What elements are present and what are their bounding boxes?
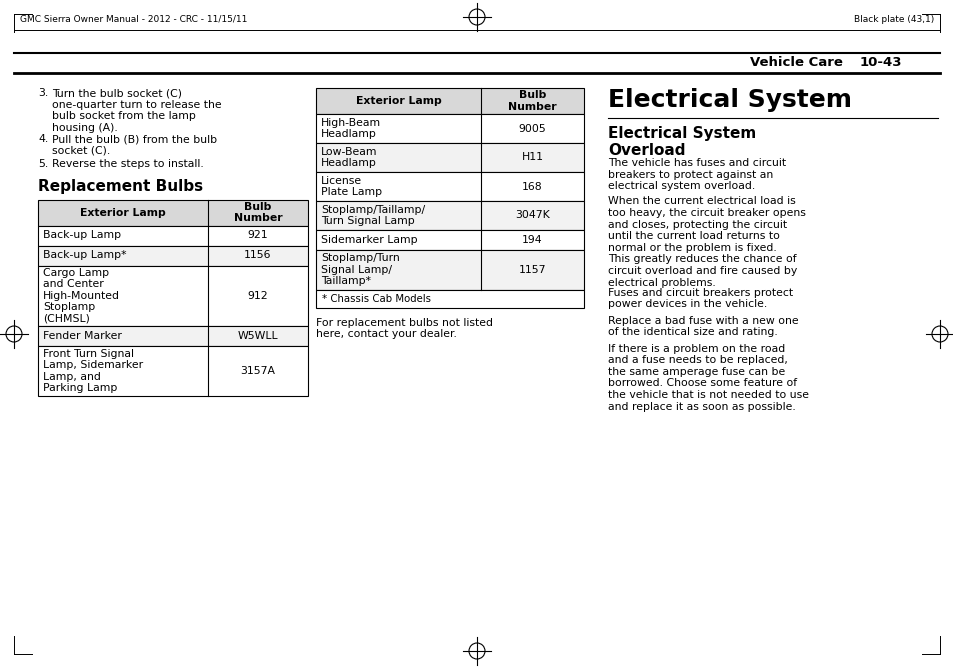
Text: High-Beam
Headlamp: High-Beam Headlamp	[320, 118, 381, 140]
Text: Back-up Lamp: Back-up Lamp	[43, 230, 121, 240]
Text: 912: 912	[248, 291, 268, 301]
Text: Pull the bulb (B) from the bulb
socket (C).: Pull the bulb (B) from the bulb socket (…	[52, 134, 217, 156]
Bar	[38, 265, 308, 326]
Text: Electrical System
Overload: Electrical System Overload	[607, 126, 756, 158]
Text: Sidemarker Lamp: Sidemarker Lamp	[320, 235, 417, 245]
Bar	[38, 246, 308, 265]
Text: Low-Beam
Headlamp: Low-Beam Headlamp	[320, 147, 377, 168]
Text: 9005: 9005	[518, 124, 546, 134]
Text: W5WLL: W5WLL	[237, 331, 278, 341]
Bar	[38, 326, 308, 346]
Text: When the current electrical load is
too heavy, the circuit breaker opens
and clo: When the current electrical load is too …	[607, 196, 805, 288]
Text: Electrical System: Electrical System	[607, 88, 851, 112]
Text: H11: H11	[521, 152, 543, 162]
Text: 3047K: 3047K	[515, 210, 549, 220]
Text: Reverse the steps to install.: Reverse the steps to install.	[52, 159, 204, 169]
Text: Bulb
Number: Bulb Number	[508, 90, 557, 112]
Text: Cargo Lamp
and Center
High-Mounted
Stoplamp
(CHMSL): Cargo Lamp and Center High-Mounted Stopl…	[43, 268, 120, 324]
Bar	[315, 289, 583, 307]
Text: 1156: 1156	[244, 250, 272, 261]
Text: For replacement bulbs not listed
here, contact your dealer.: For replacement bulbs not listed here, c…	[315, 317, 493, 339]
Text: Fuses and circuit breakers protect
power devices in the vehicle.: Fuses and circuit breakers protect power…	[607, 287, 792, 309]
Text: Exterior Lamp: Exterior Lamp	[80, 208, 166, 218]
Text: Exterior Lamp: Exterior Lamp	[355, 96, 441, 106]
Text: 10-43: 10-43	[859, 57, 902, 69]
Bar	[38, 226, 308, 246]
Bar	[315, 201, 583, 230]
Bar	[315, 172, 583, 201]
Text: 168: 168	[521, 182, 542, 192]
Text: 4.: 4.	[38, 134, 49, 144]
Bar	[315, 250, 583, 289]
Text: Bulb
Number: Bulb Number	[233, 202, 282, 223]
Bar	[315, 143, 583, 172]
Text: 3.: 3.	[38, 88, 49, 98]
Text: 921: 921	[248, 230, 268, 240]
Text: If there is a problem on the road
and a fuse needs to be replaced,
the same ampe: If there is a problem on the road and a …	[607, 343, 808, 411]
Text: GMC Sierra Owner Manual - 2012 - CRC - 11/15/11: GMC Sierra Owner Manual - 2012 - CRC - 1…	[20, 15, 247, 23]
Text: Stoplamp/Turn
Signal Lamp/
Taillamp*: Stoplamp/Turn Signal Lamp/ Taillamp*	[320, 253, 399, 287]
Bar	[315, 230, 583, 250]
Bar	[38, 200, 308, 226]
Text: Fender Marker: Fender Marker	[43, 331, 122, 341]
Text: 1157: 1157	[518, 265, 546, 275]
Text: Vehicle Care: Vehicle Care	[749, 57, 842, 69]
Bar	[315, 114, 583, 143]
Text: Stoplamp/Taillamp/
Turn Signal Lamp: Stoplamp/Taillamp/ Turn Signal Lamp	[320, 204, 425, 226]
Text: Black plate (43,1): Black plate (43,1)	[853, 15, 933, 23]
Text: Front Turn Signal
Lamp, Sidemarker
Lamp, and
Parking Lamp: Front Turn Signal Lamp, Sidemarker Lamp,…	[43, 349, 143, 393]
Text: Turn the bulb socket (C)
one-quarter turn to release the
bulb socket from the la: Turn the bulb socket (C) one-quarter tur…	[52, 88, 221, 133]
Bar	[315, 88, 583, 114]
Text: 194: 194	[521, 235, 542, 245]
Text: The vehicle has fuses and circuit
breakers to protect against an
electrical syst: The vehicle has fuses and circuit breake…	[607, 158, 785, 191]
Text: Back-up Lamp*: Back-up Lamp*	[43, 250, 127, 261]
Bar	[38, 346, 308, 396]
Text: License
Plate Lamp: License Plate Lamp	[320, 176, 382, 197]
Text: * Chassis Cab Models: * Chassis Cab Models	[322, 293, 431, 303]
Text: Replacement Bulbs: Replacement Bulbs	[38, 180, 203, 194]
Text: Replace a bad fuse with a new one
of the identical size and rating.: Replace a bad fuse with a new one of the…	[607, 315, 798, 337]
Text: 3157A: 3157A	[240, 366, 275, 376]
Text: 5.: 5.	[38, 159, 49, 169]
